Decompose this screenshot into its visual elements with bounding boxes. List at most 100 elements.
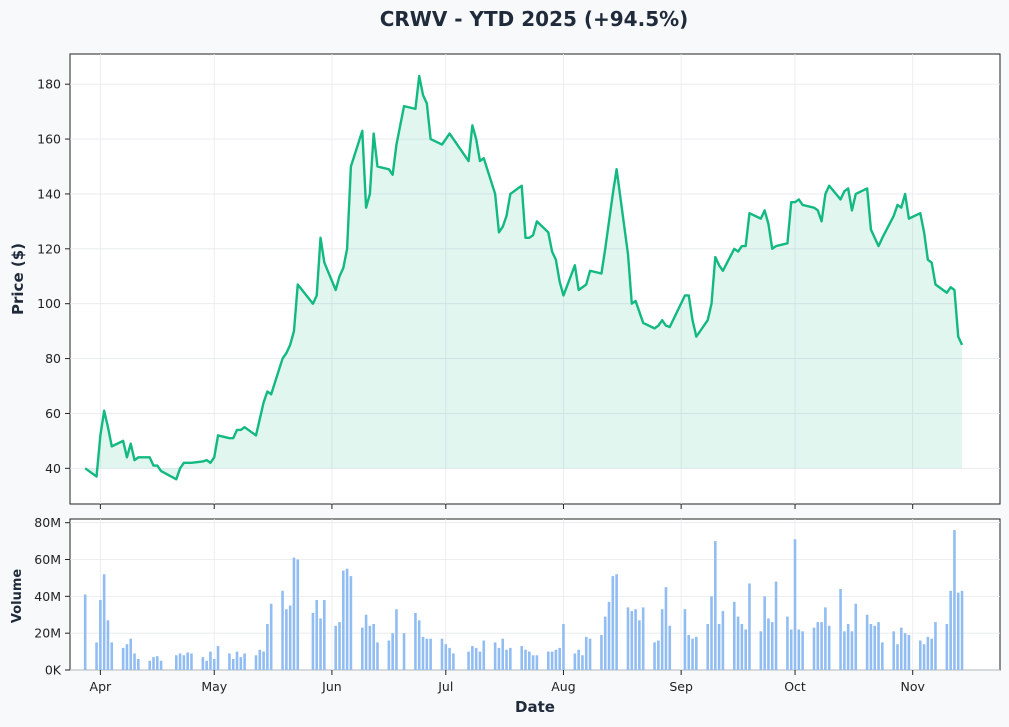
volume-bar [323,600,326,670]
volume-bar [907,635,911,670]
price-y-tick-label: 80 [45,351,61,366]
chart-title: CRWV - YTD 2025 (+94.5%) [380,7,689,31]
price-y-tick-label: 40 [45,461,61,476]
volume-panel [69,518,1001,671]
volume-bar [869,623,873,670]
volume-bar [216,646,220,670]
volume-bar [137,658,140,670]
volume-bar [573,653,577,670]
volume-bar [429,638,432,670]
volume-bar [209,651,212,670]
volume-bar [235,651,239,670]
volume-bar [717,623,721,670]
volume-bar [774,581,778,670]
price-y-tick-label: 60 [45,406,61,421]
volume-bar [102,574,106,670]
volume-bar [816,622,820,670]
volume-bar [178,653,182,670]
volume-bar [228,653,231,670]
volume-bar [683,609,687,670]
volume-bar [83,594,87,670]
volume-bar [281,590,284,670]
volume-bar [258,649,262,670]
volume-bar [152,657,155,670]
volume-bar [448,647,451,670]
volume-bar [338,622,341,670]
volume-bar [334,625,338,670]
price-y-tick-label: 160 [37,132,61,147]
volume-bars [83,530,964,670]
volume-bar [949,590,952,670]
x-tick-label: Nov [900,679,925,694]
volume-y-label: Volume [10,569,25,624]
volume-bar [770,622,774,670]
volume-bar [638,620,641,670]
volume-bar [600,635,603,670]
volume-bar [843,631,846,670]
volume-bar [873,625,877,670]
volume-bar [850,631,854,670]
volume-bar [417,620,421,670]
volume-bar [425,638,429,670]
volume-bar [588,638,592,670]
volume-bar [793,539,797,670]
price-y-tick-label: 120 [37,241,61,256]
volume-bar [786,616,789,670]
volume-bar [577,649,580,670]
volume-bar [611,576,615,670]
volume-bar [956,592,960,670]
volume-bar [558,647,561,670]
volume-bar [212,658,216,670]
volume-bar [99,600,102,670]
volume-bar [505,649,508,670]
volume-bar [892,631,896,670]
volume-bar [744,629,747,670]
x-tick-label: May [201,679,227,694]
volume-bar [174,655,178,670]
volume-bar [133,653,136,670]
volume-bar [710,596,713,670]
volume-bar [239,657,243,670]
volume-bar [801,631,804,670]
volume-bar [292,557,296,670]
volume-bar [820,622,823,670]
volume-bar [827,625,831,670]
volume-bar [630,611,634,670]
volume-y-tick-label: 20M [34,626,61,641]
volume-bar [482,640,486,670]
volume-bar [763,596,766,670]
volume-bar [315,600,319,670]
volume-bar [474,647,478,670]
volume-y-tick-label: 80M [34,515,61,530]
volume-bar [740,623,744,670]
volume-bar [201,657,205,670]
volume-bar [376,642,379,670]
volume-bar [607,601,611,670]
x-tick-label: Jun [321,679,342,694]
volume-bar [509,647,512,670]
volume-bar [846,623,850,670]
volume-bar [266,623,269,670]
volume-bar [372,623,375,670]
volume-bar [349,576,353,670]
price-y-tick-label: 180 [37,77,61,92]
volume-bar [767,618,770,670]
volume-bar [865,614,869,670]
volume-bar [296,559,300,670]
volume-bar [148,660,152,670]
volume-bar [106,620,110,670]
volume-bar [360,627,364,670]
volume-bar [691,638,694,670]
volume-bar [918,640,922,670]
price-y-label: Price ($) [9,243,27,315]
volume-bar [653,642,656,670]
volume-bar [714,541,717,670]
volume-bar [903,633,907,670]
x-tick-label: Oct [784,679,806,694]
volume-bar [554,649,558,670]
volume-bar [657,640,660,670]
volume-bar [528,651,531,670]
volume-bar [615,574,618,670]
volume-bar [668,625,672,670]
